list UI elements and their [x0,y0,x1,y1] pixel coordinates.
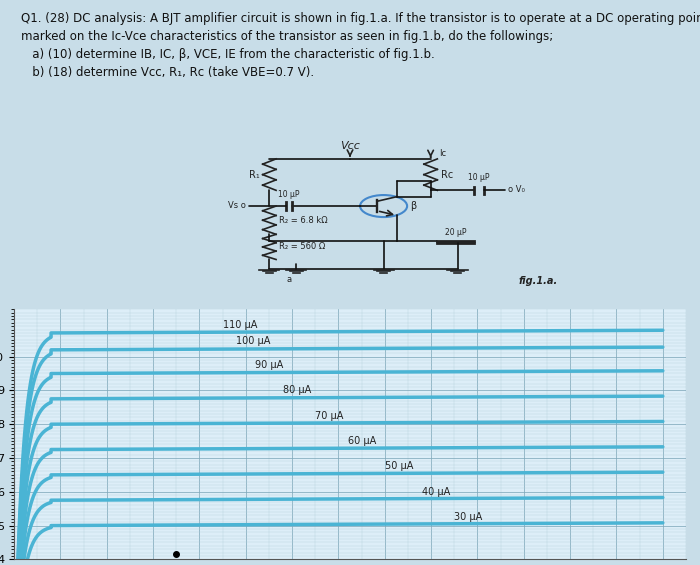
Text: o V₀: o V₀ [508,185,525,194]
Text: 30 μA: 30 μA [454,512,482,522]
Text: Ic: Ic [439,149,446,158]
Text: 60 μA: 60 μA [348,436,376,446]
Text: β: β [410,201,416,211]
Text: Vs o: Vs o [228,201,246,210]
Text: fig.1.a.: fig.1.a. [519,276,558,286]
Text: 70 μA: 70 μA [315,411,344,421]
Text: 90 μA: 90 μA [255,360,284,370]
Text: R₁: R₁ [248,170,259,180]
Text: R₂ = 560 Ω: R₂ = 560 Ω [279,242,326,251]
Text: 20 μP: 20 μP [444,228,466,237]
Text: 40 μA: 40 μA [422,487,450,497]
Text: 80 μA: 80 μA [283,385,311,396]
Text: 50 μA: 50 μA [385,462,413,471]
Text: Q1. (28) DC analysis: A BJT amplifier circuit is shown in fig.1.a. If the transi: Q1. (28) DC analysis: A BJT amplifier ci… [21,12,700,79]
Text: 110 μA: 110 μA [223,320,257,329]
Text: 100 μA: 100 μA [237,337,271,346]
Text: Vcc: Vcc [340,141,360,151]
Text: 10 μP: 10 μP [468,173,490,182]
Text: R₂ = 6.8 kΩ: R₂ = 6.8 kΩ [279,216,328,225]
Text: Rc: Rc [441,170,453,180]
Text: a: a [287,275,292,284]
Text: 10 μP: 10 μP [278,190,300,199]
